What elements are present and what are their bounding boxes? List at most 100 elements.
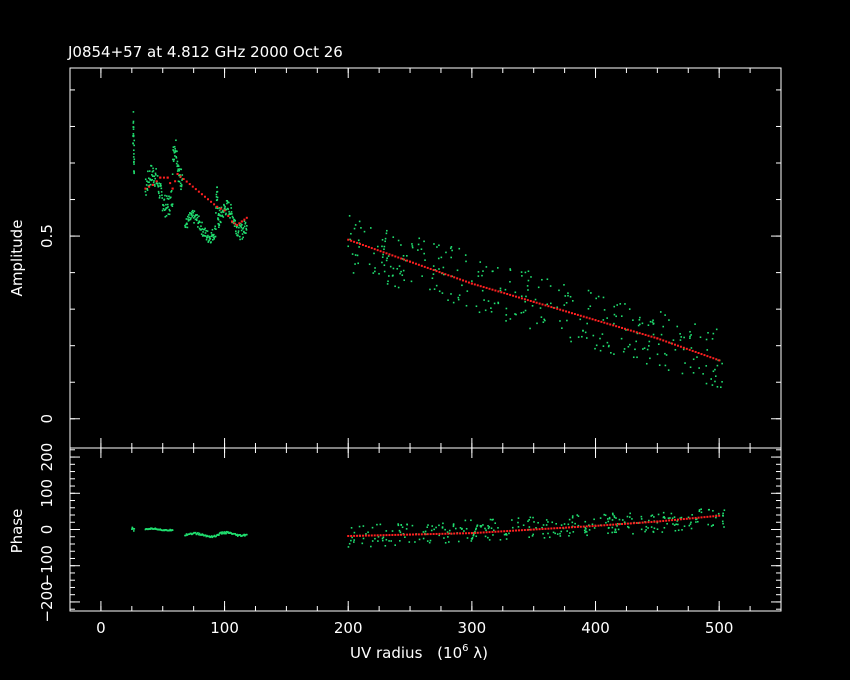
data-point bbox=[614, 528, 617, 531]
data-point bbox=[132, 134, 135, 137]
model-point bbox=[500, 530, 503, 533]
data-point bbox=[381, 261, 383, 264]
model-point bbox=[523, 298, 526, 301]
data-point bbox=[213, 535, 215, 538]
data-point bbox=[480, 525, 483, 527]
data-point bbox=[528, 526, 531, 528]
model-point bbox=[358, 242, 361, 245]
data-point bbox=[196, 219, 198, 222]
model-point bbox=[503, 530, 506, 533]
data-point bbox=[229, 213, 232, 215]
data-point bbox=[399, 272, 401, 275]
data-point bbox=[690, 347, 693, 349]
data-point bbox=[206, 230, 209, 232]
data-point bbox=[647, 324, 650, 327]
data-point bbox=[165, 207, 168, 209]
data-point bbox=[159, 183, 162, 185]
data-point bbox=[173, 151, 176, 154]
data-point bbox=[479, 261, 482, 263]
data-point bbox=[399, 531, 402, 533]
model-point bbox=[464, 532, 467, 535]
model-point bbox=[382, 534, 385, 537]
data-point bbox=[237, 230, 240, 232]
data-point bbox=[447, 299, 449, 301]
model-point bbox=[600, 524, 603, 527]
data-point bbox=[643, 347, 646, 349]
data-point bbox=[505, 538, 508, 540]
data-point bbox=[695, 518, 697, 521]
data-point bbox=[479, 525, 482, 527]
model-point bbox=[700, 353, 703, 356]
model-point bbox=[582, 525, 585, 528]
data-point bbox=[663, 526, 666, 529]
model-point bbox=[188, 183, 191, 186]
data-point bbox=[587, 289, 590, 292]
data-point bbox=[211, 536, 214, 539]
data-point bbox=[423, 252, 425, 255]
data-point bbox=[151, 179, 153, 181]
data-point bbox=[444, 528, 446, 531]
data-point bbox=[367, 531, 369, 534]
data-point bbox=[581, 335, 583, 338]
model-point bbox=[697, 352, 700, 354]
data-point bbox=[503, 533, 506, 536]
model-point bbox=[544, 527, 547, 530]
data-point bbox=[350, 232, 352, 235]
data-point bbox=[245, 232, 247, 234]
data-point bbox=[606, 518, 609, 520]
model-point bbox=[194, 188, 197, 191]
model-point bbox=[223, 209, 226, 212]
data-point bbox=[603, 513, 606, 516]
data-point bbox=[612, 513, 614, 516]
data-point bbox=[488, 526, 491, 528]
data-point bbox=[391, 530, 394, 532]
data-point bbox=[220, 206, 223, 209]
data-point bbox=[481, 274, 483, 277]
data-point bbox=[394, 285, 396, 288]
data-point bbox=[464, 254, 467, 256]
data-point bbox=[534, 298, 537, 301]
model-point bbox=[444, 532, 447, 535]
data-point bbox=[170, 190, 173, 192]
data-point bbox=[350, 527, 353, 529]
data-point bbox=[236, 533, 238, 536]
data-point bbox=[505, 307, 508, 310]
model-point bbox=[503, 292, 506, 295]
data-point bbox=[241, 238, 244, 240]
model-point bbox=[585, 525, 588, 528]
data-point bbox=[547, 521, 549, 523]
data-point bbox=[551, 521, 554, 524]
data-point bbox=[221, 531, 224, 533]
data-point bbox=[163, 209, 166, 212]
data-point bbox=[200, 228, 203, 231]
data-point bbox=[627, 525, 629, 528]
data-point bbox=[549, 285, 552, 287]
model-point bbox=[650, 520, 653, 523]
data-point bbox=[584, 526, 586, 529]
data-point bbox=[242, 228, 244, 230]
data-point bbox=[545, 519, 548, 521]
model-point bbox=[691, 349, 694, 352]
data-point bbox=[431, 277, 434, 280]
data-point bbox=[699, 336, 702, 339]
data-point bbox=[222, 532, 225, 534]
model-point bbox=[414, 533, 417, 536]
data-point bbox=[176, 160, 179, 163]
data-point bbox=[636, 356, 638, 359]
data-point bbox=[722, 512, 724, 515]
data-point bbox=[191, 211, 193, 213]
data-point bbox=[133, 153, 135, 155]
data-point bbox=[225, 208, 228, 211]
data-point bbox=[191, 209, 194, 212]
data-point bbox=[541, 526, 543, 529]
data-point bbox=[218, 224, 221, 227]
data-point bbox=[202, 231, 204, 233]
data-point bbox=[611, 526, 614, 529]
data-point bbox=[168, 195, 170, 198]
data-point bbox=[174, 150, 177, 152]
data-point bbox=[185, 218, 188, 220]
model-point bbox=[462, 279, 465, 282]
data-point bbox=[531, 304, 534, 307]
data-point bbox=[531, 535, 534, 537]
data-point bbox=[664, 314, 666, 316]
